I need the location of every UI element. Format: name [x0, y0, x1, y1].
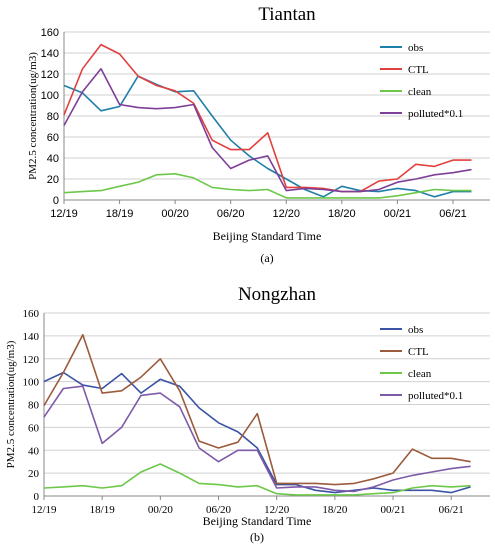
series-line-clean	[63, 173, 472, 199]
x-tick-label: 00/21	[384, 208, 412, 220]
series-line-obs	[63, 75, 472, 198]
panel-label: (b)	[250, 530, 264, 544]
y-tick-label: 100	[41, 90, 59, 102]
y-tick-label: 40	[28, 445, 40, 457]
panel-label: (a)	[260, 251, 273, 265]
y-tick-label: 0	[34, 491, 40, 503]
y-tick-label: 20	[47, 174, 59, 186]
y-tick-label: 60	[47, 132, 59, 144]
x-tick-label: 06/20	[206, 504, 232, 516]
legend-label: CTL	[408, 64, 429, 76]
legend-label: obs	[408, 324, 423, 336]
x-tick-label: 12/20	[272, 208, 300, 220]
chart-tiantan: Tiantan 0 20 40 60 80 100 120 140 160 12/19 18/19 00…	[27, 4, 490, 265]
y-tick-label: 40	[47, 153, 59, 165]
y-tick-label: 160	[41, 27, 59, 39]
y-tick-label: 120	[23, 354, 40, 366]
y-tick-label: 120	[41, 69, 59, 81]
legend-label: clean	[408, 86, 432, 98]
x-tick-label: 12/19	[50, 208, 78, 220]
x-tick-label: 00/20	[148, 504, 174, 516]
legend-label: CTL	[408, 346, 429, 358]
x-tick-label: 18/19	[90, 504, 116, 516]
y-tick-label: 100	[23, 377, 40, 389]
x-tick-label: 06/21	[439, 504, 464, 516]
series-line-polluted-0-1	[43, 385, 471, 493]
series-line-clean	[43, 463, 471, 496]
y-tick-label: 140	[23, 331, 40, 343]
legend-label: polluted*0.1	[408, 390, 463, 402]
legend-label: obs	[408, 42, 423, 54]
x-tick-label: 00/21	[381, 504, 406, 516]
y-axis-label: PM2.5 concentration(ug/m3)	[5, 340, 17, 468]
y-tick-label: 160	[23, 308, 40, 320]
x-tick-label: 18/20	[328, 208, 356, 220]
chart-title: Nongzhan	[238, 284, 317, 305]
series-line-polluted-0-1	[63, 68, 472, 193]
y-axis-label: PM2.5 concentration(ug/m3)	[27, 52, 39, 180]
x-axis-label: Beijing Standard Time	[203, 514, 312, 528]
x-tick-label: 12/19	[31, 504, 57, 516]
y-tick-label: 80	[47, 111, 59, 123]
chart-nongzhan: Nongzhan 0 20 40 60 80 100 120 140 160 12/19 18/19 0…	[5, 284, 490, 544]
x-tick-label: 18/19	[106, 208, 134, 220]
series-line-ctl	[63, 43, 472, 193]
x-tick-label: 00/20	[161, 208, 189, 220]
series-line-ctl	[43, 333, 471, 486]
legend-label: polluted*0.1	[408, 108, 463, 120]
y-tick-label: 140	[41, 48, 59, 60]
legend-label: clean	[408, 368, 432, 380]
chart-title: Tiantan	[258, 4, 316, 25]
x-axis-label: Beijing Standard Time	[213, 229, 322, 243]
y-tick-label: 20	[28, 468, 40, 480]
x-tick-label: 12/20	[264, 504, 290, 516]
x-tick-label: 18/20	[322, 504, 348, 516]
y-tick-label: 60	[28, 422, 40, 434]
x-tick-label: 06/20	[217, 208, 245, 220]
y-tick-label: 0	[53, 195, 59, 207]
series-line-obs	[43, 371, 471, 494]
x-tick-label: 06/21	[439, 208, 467, 220]
y-tick-label: 80	[28, 400, 40, 412]
